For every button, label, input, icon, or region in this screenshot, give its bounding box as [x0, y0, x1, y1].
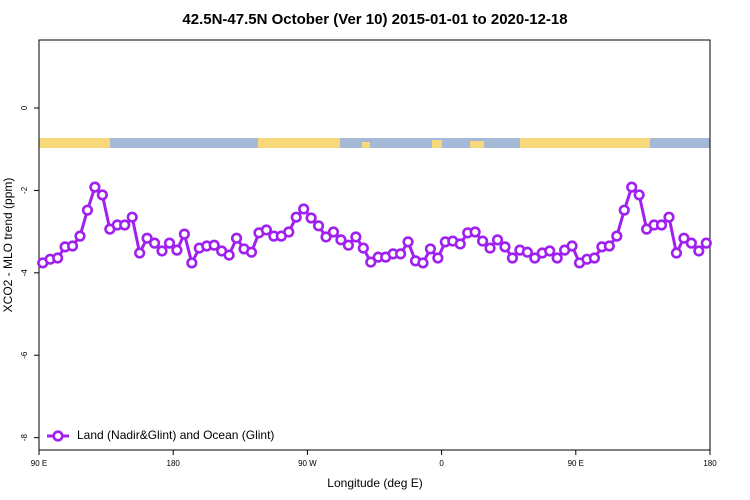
y-tick-label: -8: [20, 434, 29, 442]
data-point: [678, 232, 690, 244]
data-point: [633, 189, 645, 201]
data-point: [52, 252, 64, 264]
data-point: [163, 237, 176, 249]
data-point: [119, 219, 131, 231]
data-point: [700, 237, 712, 249]
data-point: [484, 242, 496, 254]
data-point: [230, 232, 243, 244]
x-tick-label: 90 E: [568, 459, 584, 468]
data-point: [74, 230, 86, 242]
legend-label: Land (Nadir&Glint) and Ocean (Glint): [77, 428, 274, 442]
data-point: [178, 228, 190, 240]
y-tick-label: -4: [20, 269, 29, 277]
data-point: [655, 219, 668, 231]
data-point: [89, 181, 101, 193]
data-point: [491, 234, 504, 246]
data-point: [342, 239, 355, 251]
data-point: [327, 226, 340, 238]
data-point: [469, 226, 481, 238]
data-point: [320, 231, 332, 243]
data-point: [335, 234, 347, 246]
data-point: [603, 240, 615, 252]
data-point: [551, 252, 563, 264]
y-tick-label: -2: [20, 186, 29, 194]
data-point: [171, 244, 183, 256]
data-point: [81, 204, 94, 216]
data-point: [499, 241, 511, 253]
data-point: [357, 242, 369, 254]
y-tick-label: 0: [20, 105, 29, 110]
data-point: [208, 239, 220, 251]
data-point: [126, 211, 138, 223]
data-point: [626, 181, 638, 193]
chart-title: 42.5N-47.5N October (Ver 10) 2015-01-01 …: [182, 11, 567, 28]
data-point: [148, 237, 161, 249]
legend-marker: [52, 430, 64, 442]
data-point: [305, 212, 317, 224]
data-point: [223, 249, 235, 261]
data-point: [290, 211, 302, 223]
data-point: [424, 243, 437, 255]
data-point: [260, 224, 272, 236]
data-point: [298, 203, 310, 215]
data-point: [96, 189, 108, 201]
x-tick-label: 90 W: [298, 459, 317, 468]
data-point: [402, 236, 414, 248]
data-point: [283, 226, 295, 238]
data-point: [693, 245, 705, 257]
data-point: [618, 204, 630, 216]
data-point: [417, 257, 429, 269]
y-axis-label: XCO2 - MLO trend (ppm): [1, 178, 15, 313]
x-tick-label: 180: [703, 459, 717, 468]
data-point: [454, 238, 466, 250]
data-point: [365, 256, 377, 268]
data-point: [544, 245, 556, 257]
data-point: [141, 232, 153, 244]
data-point: [566, 240, 578, 252]
x-tick-label: 90 E: [31, 459, 47, 468]
x-tick-label: 180: [167, 459, 181, 468]
data-point: [134, 247, 146, 259]
data-point: [670, 247, 683, 259]
data-point: [521, 246, 533, 258]
data-point: [156, 245, 168, 257]
data-point: [312, 220, 325, 232]
data-point: [588, 252, 601, 264]
data-point: [685, 237, 697, 249]
data-point: [245, 246, 258, 258]
data-point: [394, 248, 407, 260]
data-point: [506, 252, 519, 264]
data-point: [66, 240, 79, 252]
data-point: [350, 231, 362, 243]
x-axis-label: Longitude (deg E): [327, 476, 422, 490]
x-tick-label: 0: [439, 459, 444, 468]
data-point: [432, 252, 444, 264]
data-point: [663, 211, 675, 223]
data-point: [186, 257, 198, 269]
data-point: [529, 252, 541, 264]
data-point: [477, 235, 489, 247]
y-tick-label: -6: [20, 351, 29, 359]
data-point: [611, 230, 623, 242]
land-ocean-strip: [39, 138, 710, 148]
